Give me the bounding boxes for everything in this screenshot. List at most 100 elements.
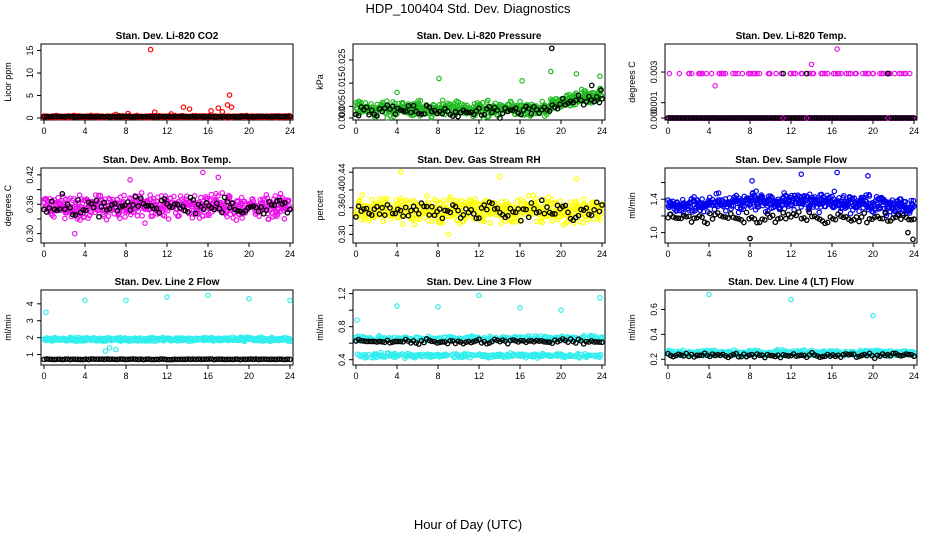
data-point <box>71 230 78 237</box>
reference-point <box>904 229 911 236</box>
reference-point <box>54 113 60 120</box>
y-axis-label: ml/min <box>3 314 13 341</box>
reference-point <box>237 113 244 120</box>
data-point <box>142 220 148 226</box>
data-point <box>860 70 866 77</box>
x-tick-label: 20 <box>244 249 254 259</box>
reference-point <box>572 97 579 104</box>
data-point <box>208 191 215 198</box>
panel-title: Stan. Dev. Line 2 Flow <box>115 277 220 288</box>
data-point <box>703 70 710 77</box>
x-tick-label: 12 <box>474 126 484 136</box>
plot-frame <box>40 289 294 366</box>
y-tick-label: 0.42 <box>25 166 35 184</box>
x-tick-label: 8 <box>435 371 440 381</box>
reference-point <box>169 113 176 120</box>
reference-point <box>224 114 231 120</box>
reference-point <box>213 113 220 120</box>
data-point <box>722 70 729 77</box>
y-axis-label: ml/min <box>315 314 325 341</box>
y-axis-label: percent <box>315 190 325 221</box>
x-tick-label: 12 <box>786 249 796 259</box>
data-point <box>870 70 877 77</box>
reference-point <box>455 113 461 120</box>
x-tick-label: 0 <box>353 371 358 381</box>
reference-point <box>195 113 202 120</box>
reference-point <box>410 102 417 109</box>
data-point <box>226 92 233 98</box>
reference-point <box>111 113 118 120</box>
data-point <box>246 295 252 302</box>
data-point <box>424 193 430 199</box>
reference-point <box>518 111 524 118</box>
y-tick-label: 0.025 <box>337 49 347 72</box>
x-tick-label: 20 <box>556 371 566 381</box>
reference-point <box>439 110 446 117</box>
x-tick-label: 12 <box>474 371 484 381</box>
y-tick-label: 0.003 <box>649 61 659 84</box>
reference-point <box>803 70 810 77</box>
x-tick-label: 12 <box>474 249 484 259</box>
x-tick-label: 12 <box>162 126 172 136</box>
data-point <box>666 70 673 77</box>
x-tick-label: 8 <box>747 249 752 259</box>
y-tick-label: 0.000 <box>337 107 347 130</box>
y-axis-label: degrees C <box>3 184 13 226</box>
reference-point <box>179 113 186 120</box>
reference-point <box>258 113 265 120</box>
x-tick-label: 8 <box>435 126 440 136</box>
reference-point <box>856 218 862 225</box>
data-point <box>835 70 842 77</box>
data-point <box>862 70 869 77</box>
reference-point <box>96 113 102 120</box>
data-point <box>749 178 755 184</box>
x-tick-label: 8 <box>123 371 128 381</box>
reference-point <box>599 95 605 102</box>
y-tick-label: 0.40 <box>337 181 347 199</box>
reference-point <box>219 113 225 120</box>
y-tick-label: 1.4 <box>649 193 659 206</box>
x-tick-label: 8 <box>435 249 440 259</box>
reference-point <box>486 103 493 110</box>
x-tick-label: 4 <box>394 126 399 136</box>
data-point <box>877 70 883 77</box>
data-point <box>557 198 564 204</box>
data-point <box>498 220 504 227</box>
x-tick-label: 12 <box>162 249 172 259</box>
reference-point <box>593 93 600 100</box>
data-point <box>106 344 113 351</box>
x-tick-label: 24 <box>597 249 607 259</box>
data-point <box>82 297 88 304</box>
reference-point <box>429 108 435 115</box>
y-tick-label: 0 <box>25 115 35 120</box>
x-tick-label: 4 <box>706 126 711 136</box>
reference-point <box>153 113 160 120</box>
panel-3: Stan. Dev. Li-820 Temp.degrees C0 4 8 12 16 2… <box>627 31 919 136</box>
reference-point <box>281 113 288 120</box>
reference-point <box>232 113 238 120</box>
reference-point <box>216 113 223 120</box>
data-point <box>400 221 406 228</box>
x-tick-label: 16 <box>203 371 213 381</box>
data-point <box>806 70 813 77</box>
reference-point <box>476 105 482 112</box>
reference-point <box>253 113 259 120</box>
reference-point <box>426 104 433 110</box>
reference-point <box>780 209 786 216</box>
reference-point <box>276 113 283 120</box>
reference-point <box>250 114 257 120</box>
reference-point <box>101 114 108 120</box>
reference-point <box>127 113 134 120</box>
reference-point <box>77 113 84 120</box>
data-point <box>819 70 826 77</box>
reference-point <box>43 113 50 120</box>
reference-point <box>64 113 71 120</box>
data-point <box>716 70 723 77</box>
reference-point <box>90 113 97 120</box>
reference-point <box>559 95 566 102</box>
data-point <box>233 217 240 223</box>
y-tick-label: 10 <box>25 68 35 78</box>
data-point <box>708 70 715 77</box>
